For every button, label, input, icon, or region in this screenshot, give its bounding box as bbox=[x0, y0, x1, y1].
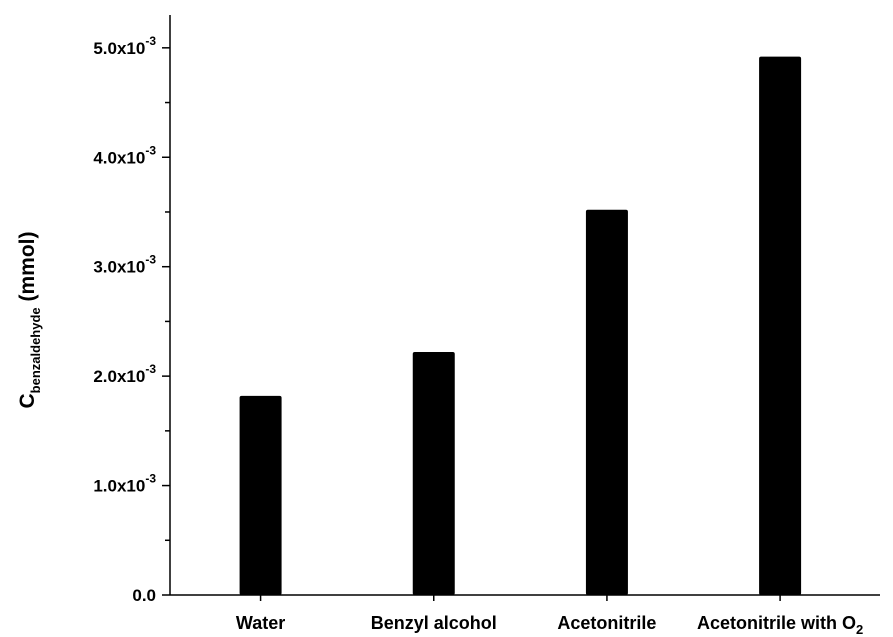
y-tick-exponent: -3 bbox=[145, 253, 156, 267]
y-axis-title-suffix: (mmol) bbox=[16, 232, 39, 308]
y-tick-mantissa: 1.0x10 bbox=[93, 477, 145, 496]
x-tick-label-main: Benzyl alcohol bbox=[371, 613, 497, 633]
y-tick-mantissa: 0.0 bbox=[132, 586, 156, 605]
y-ticks: 0.01.0x10-32.0x10-33.0x10-34.0x10-35.0x1… bbox=[93, 34, 170, 605]
y-tick-exponent: -3 bbox=[145, 143, 156, 157]
x-tick-label-subscript: 2 bbox=[856, 622, 863, 637]
x-tick-label: Water bbox=[236, 613, 285, 633]
y-axis-title-main: C bbox=[16, 393, 39, 408]
y-axis-title: Cbenzaldehyde (mmol) bbox=[16, 232, 43, 409]
x-tick-label-main: Acetonitrile bbox=[557, 613, 656, 633]
y-tick-exponent: -3 bbox=[145, 362, 156, 376]
bar bbox=[759, 56, 802, 596]
bars bbox=[239, 56, 802, 596]
y-tick-label: 4.0x10-3 bbox=[93, 143, 156, 167]
x-tick-label-main: Acetonitrile with O bbox=[697, 613, 856, 633]
y-tick-exponent: -3 bbox=[145, 472, 156, 486]
bar bbox=[412, 352, 455, 595]
y-axis-title-subscript: benzaldehyde bbox=[28, 307, 43, 393]
y-tick-label: 0.0 bbox=[132, 586, 156, 605]
x-tick-label: Benzyl alcohol bbox=[371, 613, 497, 633]
y-tick-mantissa: 2.0x10 bbox=[93, 367, 145, 386]
x-tick-label: Acetonitrile bbox=[557, 613, 656, 633]
y-tick-exponent: -3 bbox=[145, 34, 156, 48]
bar bbox=[585, 209, 628, 595]
x-tick-label: Acetonitrile with O2 bbox=[697, 613, 863, 637]
y-tick-label: 5.0x10-3 bbox=[93, 34, 156, 58]
x-tick-label-main: Water bbox=[236, 613, 285, 633]
y-tick-label: 3.0x10-3 bbox=[93, 253, 156, 277]
y-tick-mantissa: 4.0x10 bbox=[93, 148, 145, 167]
y-tick-label: 1.0x10-3 bbox=[93, 472, 156, 496]
y-tick-mantissa: 3.0x10 bbox=[93, 258, 145, 277]
x-tick-labels: Water Benzyl alcohol Acetonitrile Acetonitr… bbox=[236, 595, 863, 637]
y-tick-label: 2.0x10-3 bbox=[93, 362, 156, 386]
y-tick-mantissa: 5.0x10 bbox=[93, 39, 145, 58]
bar bbox=[239, 395, 282, 595]
